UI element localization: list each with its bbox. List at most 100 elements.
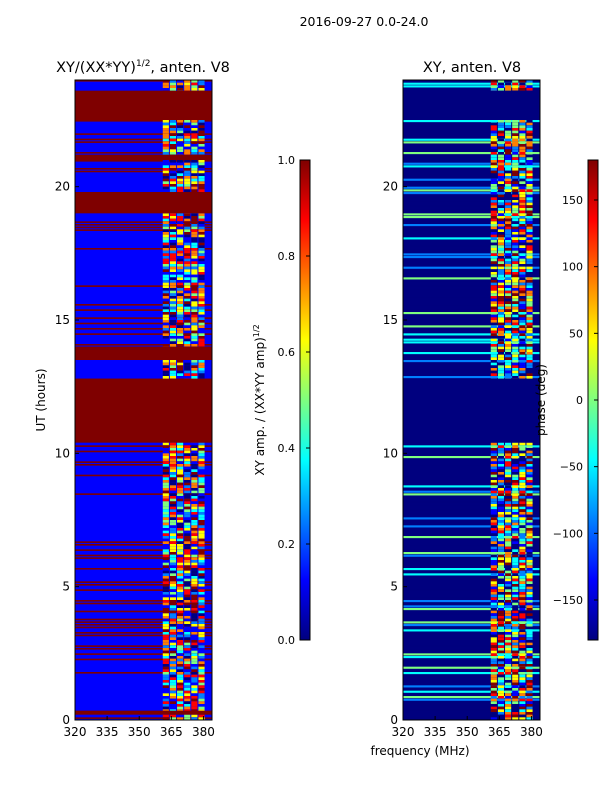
band-cell: [184, 496, 191, 499]
band-cell: [191, 520, 198, 523]
band-cell: [526, 493, 533, 496]
heatmap-row: [403, 698, 540, 701]
band-cell: [191, 296, 198, 299]
band-cell: [512, 509, 519, 512]
band-cell: [198, 242, 205, 246]
band-cell: [198, 333, 205, 336]
band-cell: [184, 466, 191, 470]
band-cell: [162, 336, 169, 339]
heatmap-row: [403, 637, 540, 639]
band-cell: [191, 570, 198, 574]
band-cell: [505, 712, 512, 715]
colorbar-tick-label: −150: [553, 594, 583, 607]
band-cell: [198, 637, 205, 640]
band-cell: [519, 586, 526, 590]
band-cell: [490, 301, 497, 304]
heatmap-row: [403, 464, 540, 466]
band-cell: [512, 328, 519, 331]
band-cell: [526, 650, 533, 654]
band-cell: [184, 216, 191, 219]
band-cell: [497, 317, 505, 320]
band-cell: [526, 229, 533, 232]
band-cell: [177, 477, 184, 480]
band-cell: [505, 306, 512, 310]
band-cell: [177, 648, 184, 651]
band-cell: [169, 85, 177, 88]
band-cell: [177, 514, 184, 518]
band-cell: [505, 234, 512, 238]
band-cell: [191, 610, 198, 614]
band-cell: [198, 232, 205, 235]
band-cell: [162, 472, 169, 475]
band-cell: [519, 578, 526, 582]
heatmap-row: [403, 546, 540, 549]
band-cell: [497, 682, 505, 686]
band-cell: [198, 608, 205, 611]
band-cell: [512, 274, 519, 278]
band-cell: [497, 205, 505, 208]
band-cell: [490, 346, 497, 350]
band-cell: [198, 338, 205, 342]
band-cell: [526, 480, 533, 483]
band-cell: [169, 557, 177, 560]
band-cell: [497, 637, 505, 640]
band-cell: [526, 146, 533, 150]
band-cell: [512, 690, 519, 694]
band-cell: [512, 442, 519, 446]
band-cell: [169, 610, 177, 614]
band-cell: [177, 472, 184, 475]
band-cell: [191, 141, 198, 144]
band-cell: [505, 224, 512, 227]
band-cell: [162, 178, 169, 182]
band-cell: [519, 570, 526, 574]
left-x-axis: 320 335 350 365 380: [64, 716, 215, 739]
band-cell: [169, 160, 177, 163]
band-cell: [512, 341, 519, 344]
heatmap-row: [403, 202, 540, 205]
band-cell: [512, 205, 519, 208]
band-cell: [184, 568, 191, 571]
band-cell: [169, 221, 177, 224]
band-cell: [505, 701, 512, 704]
band-cell: [169, 597, 177, 600]
band-cell: [512, 482, 519, 486]
band-cell: [198, 328, 205, 331]
band-cell: [519, 253, 526, 256]
band-cell: [505, 242, 512, 246]
band-cell: [177, 450, 184, 454]
band-cell: [497, 658, 505, 662]
band-cell: [512, 592, 519, 595]
band-cell: [490, 373, 497, 376]
band-cell: [497, 680, 505, 683]
heatmap-row: [403, 666, 540, 669]
heatmap-row: [403, 82, 540, 85]
band-cell: [505, 546, 512, 550]
band-cell: [497, 685, 505, 688]
band-cell: [198, 237, 205, 240]
band-cell: [177, 290, 184, 294]
band-cell: [162, 258, 169, 262]
band-cell: [169, 613, 177, 616]
band-cell: [497, 194, 505, 198]
y-tick-label: 15: [383, 313, 398, 327]
band-cell: [519, 528, 526, 531]
band-cell: [497, 333, 505, 336]
band-cell: [526, 549, 533, 552]
heatmap-row: [403, 376, 540, 379]
band-cell: [512, 248, 519, 251]
band-cell: [526, 226, 533, 230]
band-cell: [162, 578, 169, 582]
band-cell: [162, 584, 169, 587]
band-cell: [505, 658, 512, 662]
band-cell: [526, 173, 533, 176]
band-cell: [198, 570, 205, 574]
band-cell: [519, 160, 526, 163]
band-cell: [162, 541, 169, 544]
band-cell: [184, 480, 191, 483]
flagged-interval: [75, 378, 212, 443]
band-cell: [497, 245, 505, 248]
band-cell: [505, 296, 512, 299]
band-cell: [162, 530, 169, 534]
band-cell: [198, 309, 205, 312]
band-cell: [512, 202, 519, 206]
